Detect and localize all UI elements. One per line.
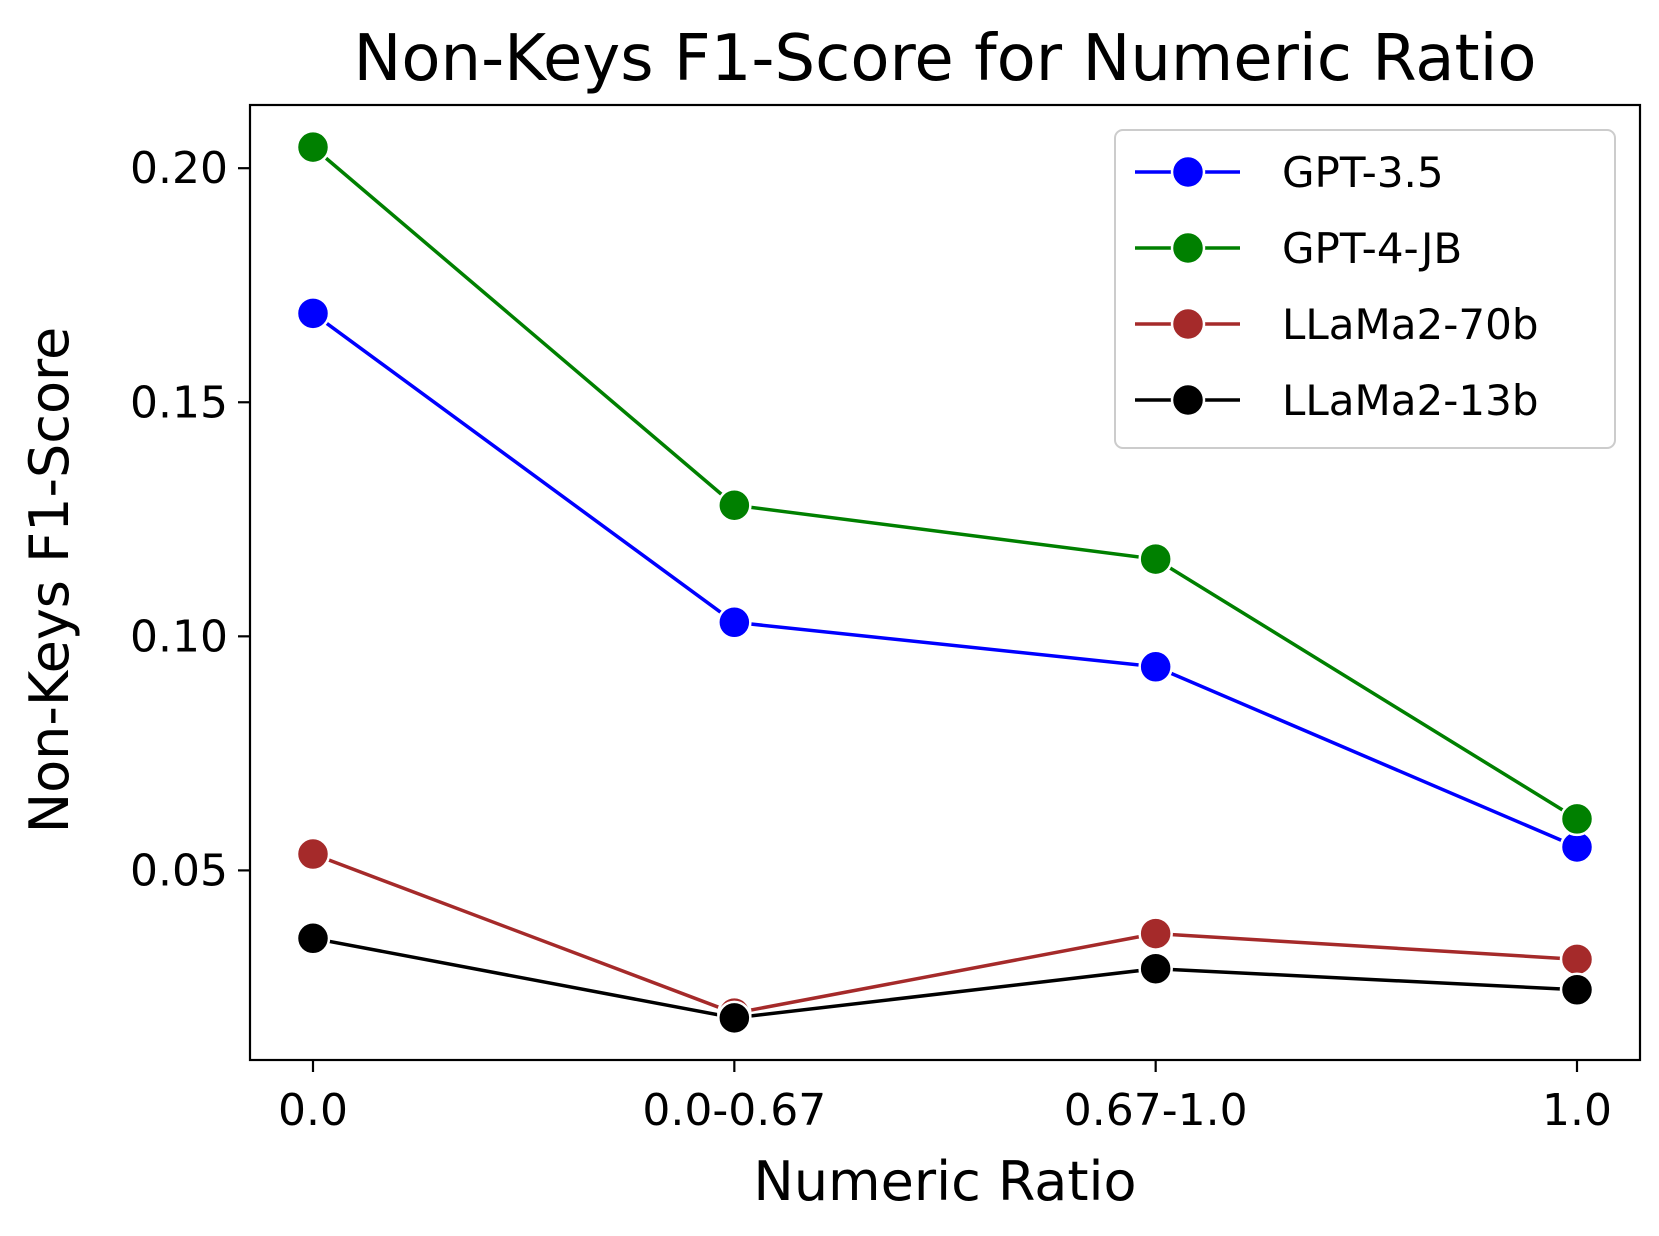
data-point-1-1 xyxy=(717,488,752,523)
x-tick-label: 1.0 xyxy=(1542,1085,1612,1136)
legend-box xyxy=(1114,129,1616,449)
legend-marker-2 xyxy=(1170,306,1206,342)
data-point-1-3 xyxy=(1559,801,1595,837)
series-line-1 xyxy=(311,145,1578,821)
data-point-2-3 xyxy=(1559,942,1595,977)
series-lines xyxy=(311,145,1578,1020)
y-tick-label: 0.15 xyxy=(130,377,228,428)
axis-ticks: 0.05 0.10 0.15 0.20 0.0 0.0-0.67 0.67-1.0 1.0 xyxy=(130,143,1612,1136)
x-tick-label: 0.0-0.67 xyxy=(642,1085,826,1136)
legend-marker-1 xyxy=(1170,230,1206,266)
legend-label-3: LLaMa2-13b xyxy=(1282,376,1539,425)
legend-label-0: GPT-3.5 xyxy=(1282,148,1444,197)
legend: GPT-3.5 GPT-4-JB LLaMa2-70b LLaMa2-13b xyxy=(1114,129,1616,449)
series-line-2 xyxy=(312,852,1578,1015)
legend-label-1: GPT-4-JB xyxy=(1282,224,1462,273)
legend-marker-0 xyxy=(1170,154,1206,190)
data-point-1-2 xyxy=(1138,541,1173,577)
y-tick-label: 0.05 xyxy=(130,845,228,896)
series-markers xyxy=(295,129,1595,1036)
series-line-3 xyxy=(312,936,1578,1020)
x-tick-label: 0.0 xyxy=(278,1085,348,1136)
data-point-1-0 xyxy=(295,129,331,165)
data-point-3-3 xyxy=(1559,972,1595,1008)
y-axis-label: Non-Keys F1-Score xyxy=(18,327,81,834)
data-point-3-1 xyxy=(717,1000,752,1036)
legend-label-2: LLaMa2-70b xyxy=(1282,300,1539,349)
chart-title: Non-Keys F1-Score for Numeric Ratio xyxy=(353,22,1536,96)
series-line-0 xyxy=(311,311,1578,849)
data-point-3-0 xyxy=(295,921,331,956)
legend-marker-3 xyxy=(1170,382,1206,418)
data-point-2-0 xyxy=(295,836,331,872)
y-tick-label: 0.10 xyxy=(130,611,228,662)
data-point-3-2 xyxy=(1138,951,1173,986)
data-point-0-1 xyxy=(717,605,752,640)
x-tick-label: 0.67-1.0 xyxy=(1064,1085,1248,1136)
y-tick-label: 0.20 xyxy=(130,143,228,194)
data-point-0-2 xyxy=(1138,649,1173,685)
x-axis-label: Numeric Ratio xyxy=(753,1150,1136,1213)
data-point-2-2 xyxy=(1138,916,1173,951)
data-point-0-0 xyxy=(295,296,331,331)
plot-area-frame xyxy=(248,103,1642,1062)
